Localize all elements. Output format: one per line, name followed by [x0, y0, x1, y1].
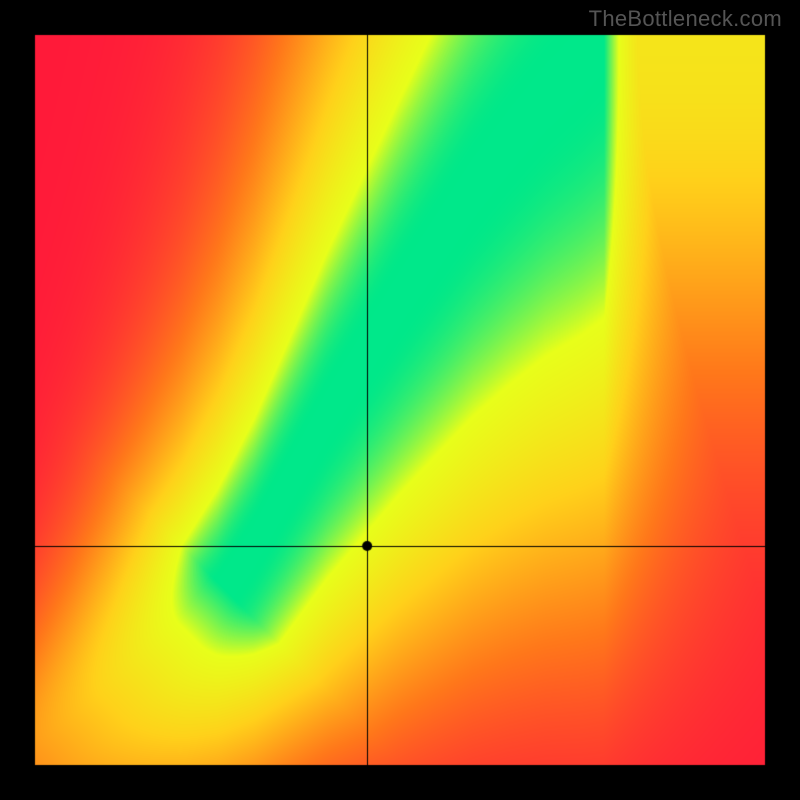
bottleneck-heatmap [0, 0, 800, 800]
watermark-text: TheBottleneck.com [589, 6, 782, 32]
